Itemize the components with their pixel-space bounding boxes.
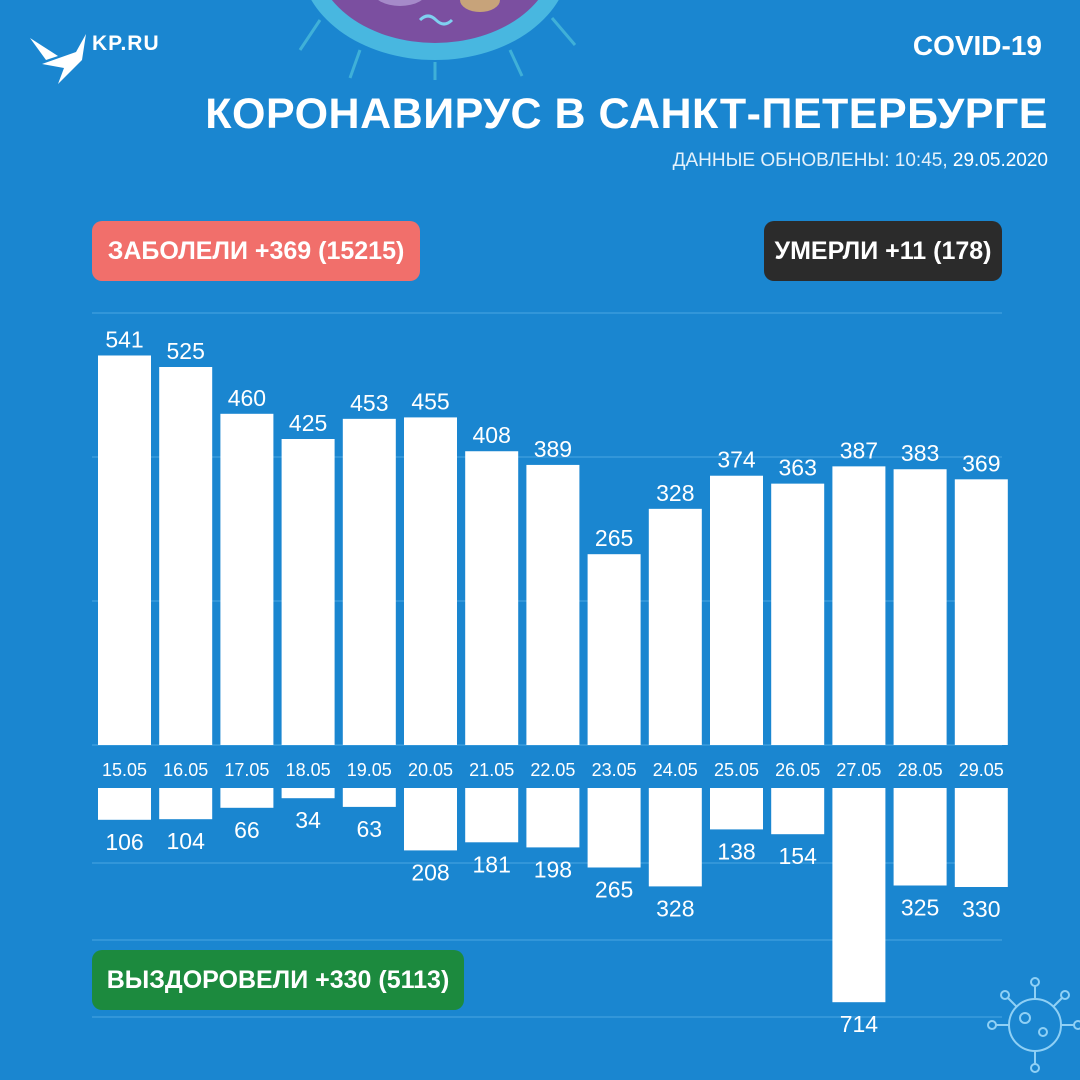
recovered-bar (587, 788, 641, 868)
recovered-value-label: 154 (779, 843, 818, 869)
date-tick-label: 28.05 (898, 760, 943, 780)
date-tick-label: 18.05 (286, 760, 331, 780)
recovered-bar (220, 788, 274, 808)
cases-bar (710, 475, 763, 745)
recovered-value-label: 325 (901, 895, 939, 921)
page-title: КОРОНАВИРУС В САНКТ-ПЕТЕРБУРГЕ (205, 90, 1048, 138)
virus-decoration-icon (298, 0, 577, 80)
updated-timestamp: ДАННЫЕ ОБНОВЛЕНЫ: 10:45, 29.05.2020 (673, 150, 1048, 172)
cases-bar (220, 413, 274, 745)
recovered-value-label: 63 (357, 816, 383, 842)
cases-bar (954, 479, 1008, 745)
date-tick-label: 22.05 (530, 760, 575, 780)
cases-value-label: 383 (901, 440, 939, 466)
cases-value-label: 408 (473, 422, 511, 448)
recovered-bar (771, 788, 825, 835)
cases-bar (832, 466, 886, 745)
recovered-bar (342, 788, 396, 807)
recovered-value-label: 34 (295, 807, 321, 833)
date-tick-label: 21.05 (469, 760, 514, 780)
deaths-badge: УМЕРЛИ +11 (178) (764, 221, 1002, 281)
recovered-value-label: 104 (167, 828, 206, 854)
covid-tag: COVID-19 (912, 30, 1042, 61)
cases-bar (98, 355, 151, 745)
cases-value-label: 328 (656, 480, 694, 506)
recovered-bar (710, 788, 763, 830)
cases-bar (587, 554, 641, 745)
cases-value-label: 460 (228, 385, 266, 411)
date-tick-label: 27.05 (836, 760, 881, 780)
cases-bar (281, 439, 335, 745)
date-tick-label: 20.05 (408, 760, 453, 780)
date-tick-label: 15.05 (102, 760, 147, 780)
recovered-bar (281, 788, 335, 799)
cases-value-label: 363 (779, 455, 817, 481)
recovered-bar (954, 788, 1008, 887)
date-tick-label: 24.05 (653, 760, 698, 780)
sick-badge: ЗАБОЛЕЛИ +369 (15215) (92, 221, 420, 281)
recovered-value-label: 714 (840, 1011, 879, 1037)
updated-date: 29.05.2020 (952, 150, 1048, 171)
recovered-bar (832, 788, 886, 1003)
recovered-bar (893, 788, 947, 886)
recovered-bar (159, 788, 213, 820)
cases-bar (893, 469, 947, 745)
date-tick-label: 17.05 (224, 760, 269, 780)
recovered-bar (648, 788, 702, 887)
recovered-value-label: 106 (105, 829, 143, 855)
date-tick-label: 26.05 (775, 760, 820, 780)
cases-value-label: 425 (289, 410, 327, 436)
cases-bar (648, 508, 702, 745)
cases-value-label: 453 (350, 390, 388, 416)
cases-bar (465, 451, 519, 745)
recovered-value-label: 138 (717, 838, 755, 864)
recovered-value-label: 328 (656, 895, 694, 921)
recovered-value-label: 265 (595, 877, 633, 903)
recovered-value-label: 208 (411, 859, 449, 885)
cases-value-label: 541 (105, 326, 143, 352)
cases-value-label: 455 (411, 388, 449, 414)
recovered-value-label: 198 (534, 856, 572, 882)
cases-value-label: 265 (595, 525, 633, 551)
cases-value-label: 525 (167, 338, 205, 364)
date-tick-label: 23.05 (592, 760, 637, 780)
bird-logo-icon (30, 34, 86, 84)
cases-bar (526, 464, 580, 745)
recovered-bar (465, 788, 519, 843)
date-tick-label: 16.05 (163, 760, 208, 780)
recovered-bar (526, 788, 580, 848)
cases-bar (771, 483, 825, 745)
cases-bar (404, 417, 457, 745)
recovered-badge: ВЫЗДОРОВЕЛИ +330 (5113) (92, 950, 464, 1010)
recovered-bar (98, 788, 151, 820)
virus-outline-icon (987, 977, 1080, 1073)
cases-value-label: 374 (717, 447, 756, 473)
updated-prefix: ДАННЫЕ ОБНОВЛЕНЫ: 10:45, (672, 150, 953, 171)
cases-bar (159, 367, 213, 745)
date-tick-label: 29.05 (959, 760, 1004, 780)
recovered-value-label: 330 (962, 896, 1000, 922)
recovered-value-label: 181 (473, 851, 511, 877)
cases-value-label: 369 (962, 450, 1000, 476)
recovered-value-label: 66 (234, 817, 260, 843)
cases-value-label: 387 (840, 437, 878, 463)
logo-text: KP.RU (92, 32, 160, 55)
date-tick-label: 25.05 (714, 760, 759, 780)
cases-bar (342, 418, 396, 745)
date-tick-label: 19.05 (347, 760, 392, 780)
cases-value-label: 389 (534, 436, 572, 462)
recovered-bar (404, 788, 457, 851)
